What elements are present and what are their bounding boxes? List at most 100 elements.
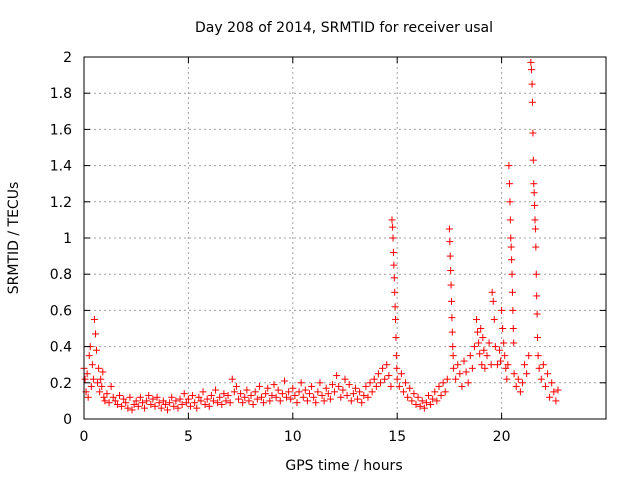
data-point <box>278 390 286 398</box>
data-point <box>197 397 205 405</box>
data-point <box>201 401 209 409</box>
data-point <box>441 388 449 396</box>
data-point <box>418 397 426 405</box>
data-point <box>295 388 303 396</box>
data-point <box>370 375 378 383</box>
data-point <box>237 390 245 398</box>
data-point <box>243 386 251 394</box>
data-point <box>392 315 400 323</box>
data-point <box>548 379 556 387</box>
data-point <box>360 391 368 399</box>
data-point <box>301 386 309 394</box>
data-point <box>529 98 537 106</box>
data-point <box>477 325 485 332</box>
data-point <box>499 325 507 332</box>
data-point <box>124 404 132 412</box>
data-point <box>433 397 441 405</box>
data-point <box>341 375 349 383</box>
data-point <box>320 397 328 405</box>
data-point <box>387 382 395 390</box>
data-point <box>510 370 518 378</box>
data-point <box>539 361 547 369</box>
data-point <box>168 393 176 401</box>
x-axis-label: GPS time / hours <box>285 458 402 474</box>
data-point <box>416 402 424 410</box>
x-tick-label: 0 <box>80 429 89 445</box>
grid-lines <box>84 57 606 419</box>
data-point <box>107 382 115 390</box>
data-point <box>529 156 537 164</box>
data-point <box>503 375 511 383</box>
data-point <box>521 361 529 369</box>
y-tick-label: 1 <box>63 231 72 247</box>
data-point <box>446 238 454 246</box>
data-point <box>128 406 136 414</box>
data-point <box>184 395 192 403</box>
data-point <box>381 375 389 383</box>
data-point <box>97 375 105 383</box>
data-point <box>476 350 484 358</box>
data-point <box>122 399 130 407</box>
data-point <box>544 370 552 378</box>
data-point <box>195 393 203 401</box>
data-point <box>528 80 536 88</box>
y-tick-labels: 0 0.2 0.4 0.6 0.8 1 1.2 1.4 1.6 1.8 2 <box>50 50 72 428</box>
data-point <box>115 391 123 399</box>
data-point <box>391 303 399 311</box>
data-point <box>527 58 535 66</box>
data-point <box>489 297 497 305</box>
data-point <box>532 243 540 251</box>
data-point <box>145 391 153 399</box>
data-point <box>464 379 472 387</box>
x-tick-label: 10 <box>284 429 302 445</box>
data-point <box>535 364 543 372</box>
data-point <box>218 401 226 409</box>
data-point <box>199 388 207 396</box>
data-point <box>475 339 483 347</box>
data-point <box>228 375 236 383</box>
data-point <box>392 352 400 360</box>
data-point <box>339 386 347 394</box>
data-point <box>113 401 121 409</box>
data-point <box>376 379 384 387</box>
data-point <box>276 397 284 405</box>
data-point <box>324 390 332 398</box>
data-point <box>406 384 414 392</box>
data-point <box>454 361 462 369</box>
data-point <box>447 297 455 305</box>
data-point <box>546 393 554 401</box>
data-point <box>272 393 280 401</box>
data-point <box>420 404 428 412</box>
data-point <box>374 370 382 378</box>
data-point <box>247 391 255 399</box>
data-point <box>533 292 541 300</box>
chart-title: Day 208 of 2014, SRMTID for receiver usa… <box>195 20 493 36</box>
data-point <box>312 399 320 407</box>
data-point <box>425 391 433 399</box>
data-point <box>393 375 401 383</box>
data-point <box>285 388 293 396</box>
data-point <box>537 375 545 383</box>
data-point <box>328 381 336 389</box>
data-point <box>118 402 126 410</box>
y-tick-label: 0.8 <box>50 267 72 283</box>
data-point <box>531 201 539 209</box>
data-point <box>291 391 299 399</box>
data-point <box>235 395 243 403</box>
data-point <box>354 395 362 403</box>
data-point <box>283 393 291 401</box>
data-point <box>498 306 506 314</box>
data-point <box>508 288 516 296</box>
data-point <box>130 401 138 409</box>
data-point <box>216 393 224 401</box>
data-point <box>435 382 443 390</box>
data-point <box>462 368 470 376</box>
data-point <box>95 364 103 372</box>
data-point <box>383 361 391 369</box>
data-point <box>241 393 249 401</box>
data-point <box>501 352 509 360</box>
x-tick-labels: 0 5 10 15 20 <box>80 429 511 445</box>
data-point <box>151 402 159 410</box>
y-tick-label: 0 <box>63 412 72 428</box>
